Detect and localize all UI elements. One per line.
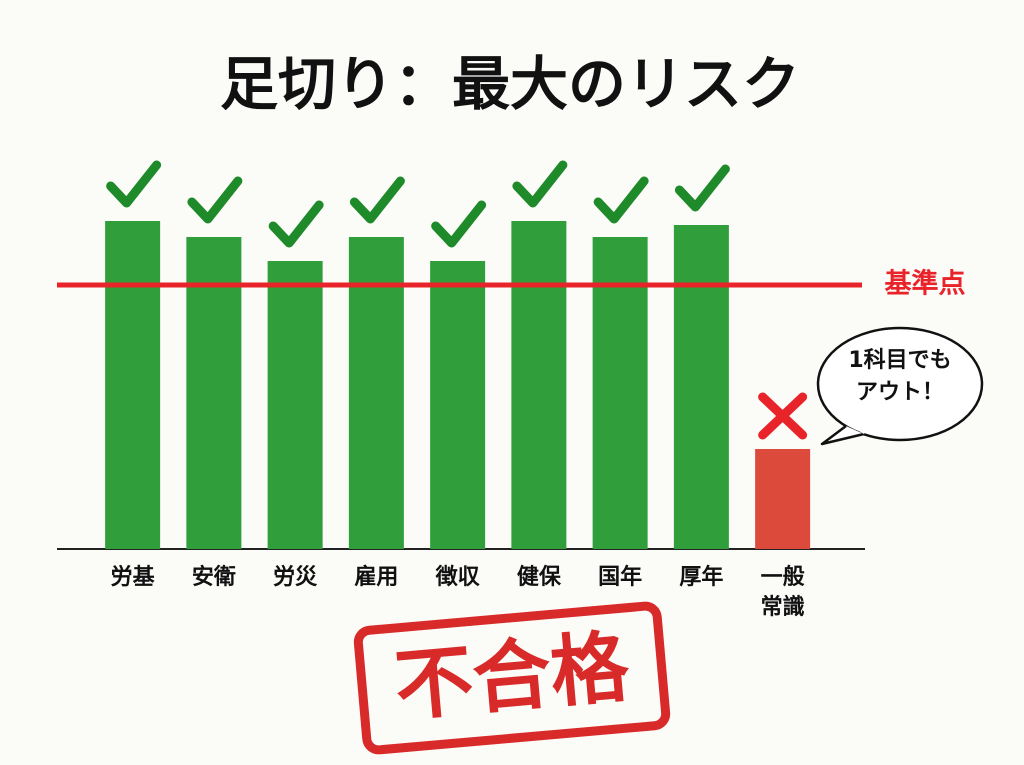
x-tick-label: 一般 常識 (760, 565, 805, 620)
chart-title: 足切り：最大のリスク (220, 50, 800, 118)
x-tick-label: 労基 (110, 565, 155, 590)
bar (592, 237, 648, 549)
x-tick-label: 労災 (273, 565, 318, 590)
bar (267, 261, 323, 549)
bar (105, 221, 161, 549)
check-mark (512, 160, 568, 208)
cross-mark (758, 392, 808, 440)
x-tick-label: 厚年 (679, 565, 724, 590)
check-mark (431, 200, 487, 248)
stamp: 不合格 (353, 601, 671, 755)
check-mark (268, 200, 324, 248)
bar (511, 221, 567, 549)
x-tick-label: 徴収 (435, 565, 480, 590)
check-mark (187, 176, 243, 224)
x-tick-label: 健保 (516, 565, 561, 590)
x-tick-label: 雇用 (354, 565, 399, 590)
callout-text: 1科目でも アウト！ (848, 348, 952, 405)
check-mark (349, 176, 405, 224)
bar (755, 449, 811, 549)
bar (430, 261, 486, 549)
x-tick-label: 安衛 (191, 565, 236, 590)
check-mark (593, 176, 649, 224)
threshold-label: 基準点 (885, 268, 966, 300)
x-tick-label: 国年 (598, 565, 643, 590)
stamp-text: 不合格 (391, 622, 633, 732)
bar (186, 237, 242, 549)
check-mark (106, 160, 162, 208)
callout-bubble (816, 326, 984, 446)
bar (348, 237, 404, 549)
check-mark (674, 164, 730, 212)
bar (673, 225, 729, 549)
